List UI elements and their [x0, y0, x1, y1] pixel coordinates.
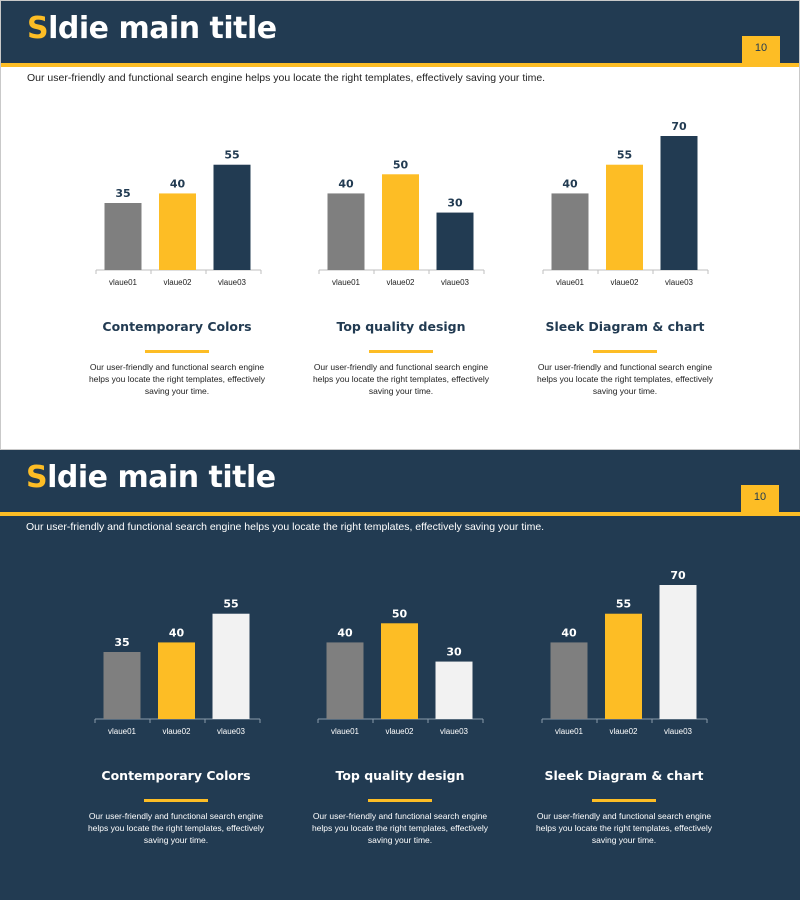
bar-vlaue03 — [436, 212, 474, 270]
x-tick-label-vlaue03: vlaue03 — [217, 727, 246, 736]
bar-vlaue03 — [435, 661, 473, 719]
slide-light: Sldie main title 10 Our user-friendly an… — [0, 0, 800, 450]
bar-vlaue02 — [381, 623, 418, 719]
header-accent-rule — [1, 63, 799, 67]
column-description: Our user-friendly and functional search … — [88, 362, 266, 396]
data-label-vlaue02: 40 — [170, 177, 186, 190]
column-heading-diagram: Sleek Diagram & chart — [545, 319, 705, 334]
data-label-vlaue02: 55 — [617, 149, 632, 162]
column-description: Our user-friendly and functional search … — [536, 362, 714, 396]
bar-chart-2: 40 vlaue01 50 vlaue02 30 vlaue03 — [309, 101, 539, 301]
column-description: Our user-friendly and functional search … — [87, 811, 265, 845]
slide-header: Sldie main title — [1, 1, 799, 63]
data-label-vlaue02: 50 — [393, 158, 409, 171]
data-label-vlaue03: 70 — [670, 569, 686, 582]
x-tick-label-vlaue02: vlaue02 — [385, 727, 414, 736]
bar-vlaue03 — [659, 585, 697, 719]
column-description: Our user-friendly and functional search … — [312, 362, 490, 396]
bar-vlaue01 — [550, 642, 588, 719]
bar-chart-1: 35 vlaue01 40 vlaue02 55 vlaue03 — [86, 101, 316, 301]
slide-subtitle: Our user-friendly and functional search … — [27, 72, 546, 84]
x-tick-label-vlaue02: vlaue02 — [386, 278, 415, 287]
data-label-vlaue03: 55 — [223, 598, 238, 611]
column-heading-diagram: Sleek Diagram & chart — [544, 768, 704, 783]
column-heading-colors: Contemporary Colors — [102, 319, 252, 334]
title-first-letter: S — [27, 11, 49, 46]
x-tick-label-vlaue01: vlaue01 — [556, 278, 585, 287]
x-tick-label-vlaue01: vlaue01 — [109, 278, 138, 287]
x-tick-label-vlaue03: vlaue03 — [664, 727, 693, 736]
bar-vlaue03 — [212, 613, 250, 719]
bar-vlaue03 — [660, 136, 698, 270]
slide-dark: Sldie main title 10 Our user-friendly an… — [0, 450, 800, 900]
data-label-vlaue01: 40 — [337, 626, 353, 639]
data-label-vlaue02: 50 — [392, 607, 408, 620]
bar-vlaue02 — [382, 174, 419, 270]
x-tick-label-vlaue03: vlaue03 — [218, 278, 247, 287]
column-underline — [145, 350, 209, 353]
column-underline — [144, 799, 208, 802]
bar-chart-3: 40 vlaue01 55 vlaue02 70 vlaue03 — [532, 550, 762, 750]
bar-vlaue01 — [326, 642, 364, 719]
column-heading-design: Top quality design — [336, 319, 466, 334]
bar-vlaue01 — [104, 203, 142, 270]
data-label-vlaue01: 40 — [338, 177, 354, 190]
x-tick-label-vlaue03: vlaue03 — [440, 727, 469, 736]
bar-vlaue02 — [605, 613, 642, 719]
column-underline — [593, 350, 657, 353]
column-underline — [369, 350, 433, 353]
bar-chart-3: 40 vlaue01 55 vlaue02 70 vlaue03 — [533, 101, 763, 301]
column-heading-colors: Contemporary Colors — [101, 768, 251, 783]
bar-vlaue01 — [327, 193, 365, 270]
bar-vlaue02 — [158, 642, 195, 719]
data-label-vlaue02: 55 — [616, 598, 631, 611]
slide-title: Sldie main title — [27, 11, 277, 46]
slide-subtitle: Our user-friendly and functional search … — [26, 521, 545, 533]
x-tick-label-vlaue02: vlaue02 — [610, 278, 639, 287]
x-tick-label-vlaue01: vlaue01 — [332, 278, 361, 287]
data-label-vlaue01: 40 — [561, 626, 577, 639]
column-description: Our user-friendly and functional search … — [311, 811, 489, 845]
x-tick-label-vlaue02: vlaue02 — [163, 278, 192, 287]
x-tick-label-vlaue01: vlaue01 — [555, 727, 584, 736]
data-label-vlaue02: 40 — [169, 626, 185, 639]
column-underline — [592, 799, 656, 802]
x-tick-label-vlaue03: vlaue03 — [665, 278, 694, 287]
data-label-vlaue01: 35 — [115, 187, 130, 200]
x-tick-label-vlaue01: vlaue01 — [331, 727, 360, 736]
bar-vlaue01 — [551, 193, 589, 270]
data-label-vlaue01: 40 — [562, 177, 578, 190]
bar-vlaue02 — [159, 193, 196, 270]
bar-vlaue03 — [213, 164, 251, 270]
bar-chart-2: 40 vlaue01 50 vlaue02 30 vlaue03 — [308, 550, 538, 750]
page-number-badge: 10 — [741, 485, 779, 512]
slide-title: Sldie main title — [26, 460, 276, 495]
bar-vlaue01 — [103, 652, 141, 719]
bar-vlaue02 — [606, 164, 643, 270]
title-first-letter: S — [26, 460, 48, 495]
column-description: Our user-friendly and functional search … — [535, 811, 713, 845]
x-tick-label-vlaue03: vlaue03 — [441, 278, 470, 287]
column-heading-design: Top quality design — [335, 768, 465, 783]
data-label-vlaue03: 30 — [447, 197, 463, 210]
title-rest: ldie main title — [48, 11, 277, 46]
page-number-badge: 10 — [742, 36, 780, 63]
title-rest: ldie main title — [47, 460, 276, 495]
bar-chart-1: 35 vlaue01 40 vlaue02 55 vlaue03 — [85, 550, 315, 750]
header-accent-rule — [0, 512, 800, 516]
x-tick-label-vlaue02: vlaue02 — [162, 727, 191, 736]
data-label-vlaue01: 35 — [114, 636, 129, 649]
x-tick-label-vlaue01: vlaue01 — [108, 727, 137, 736]
slide-header: Sldie main title — [0, 450, 800, 512]
data-label-vlaue03: 30 — [446, 646, 462, 659]
data-label-vlaue03: 55 — [224, 149, 239, 162]
column-underline — [368, 799, 432, 802]
data-label-vlaue03: 70 — [671, 120, 687, 133]
x-tick-label-vlaue02: vlaue02 — [609, 727, 638, 736]
